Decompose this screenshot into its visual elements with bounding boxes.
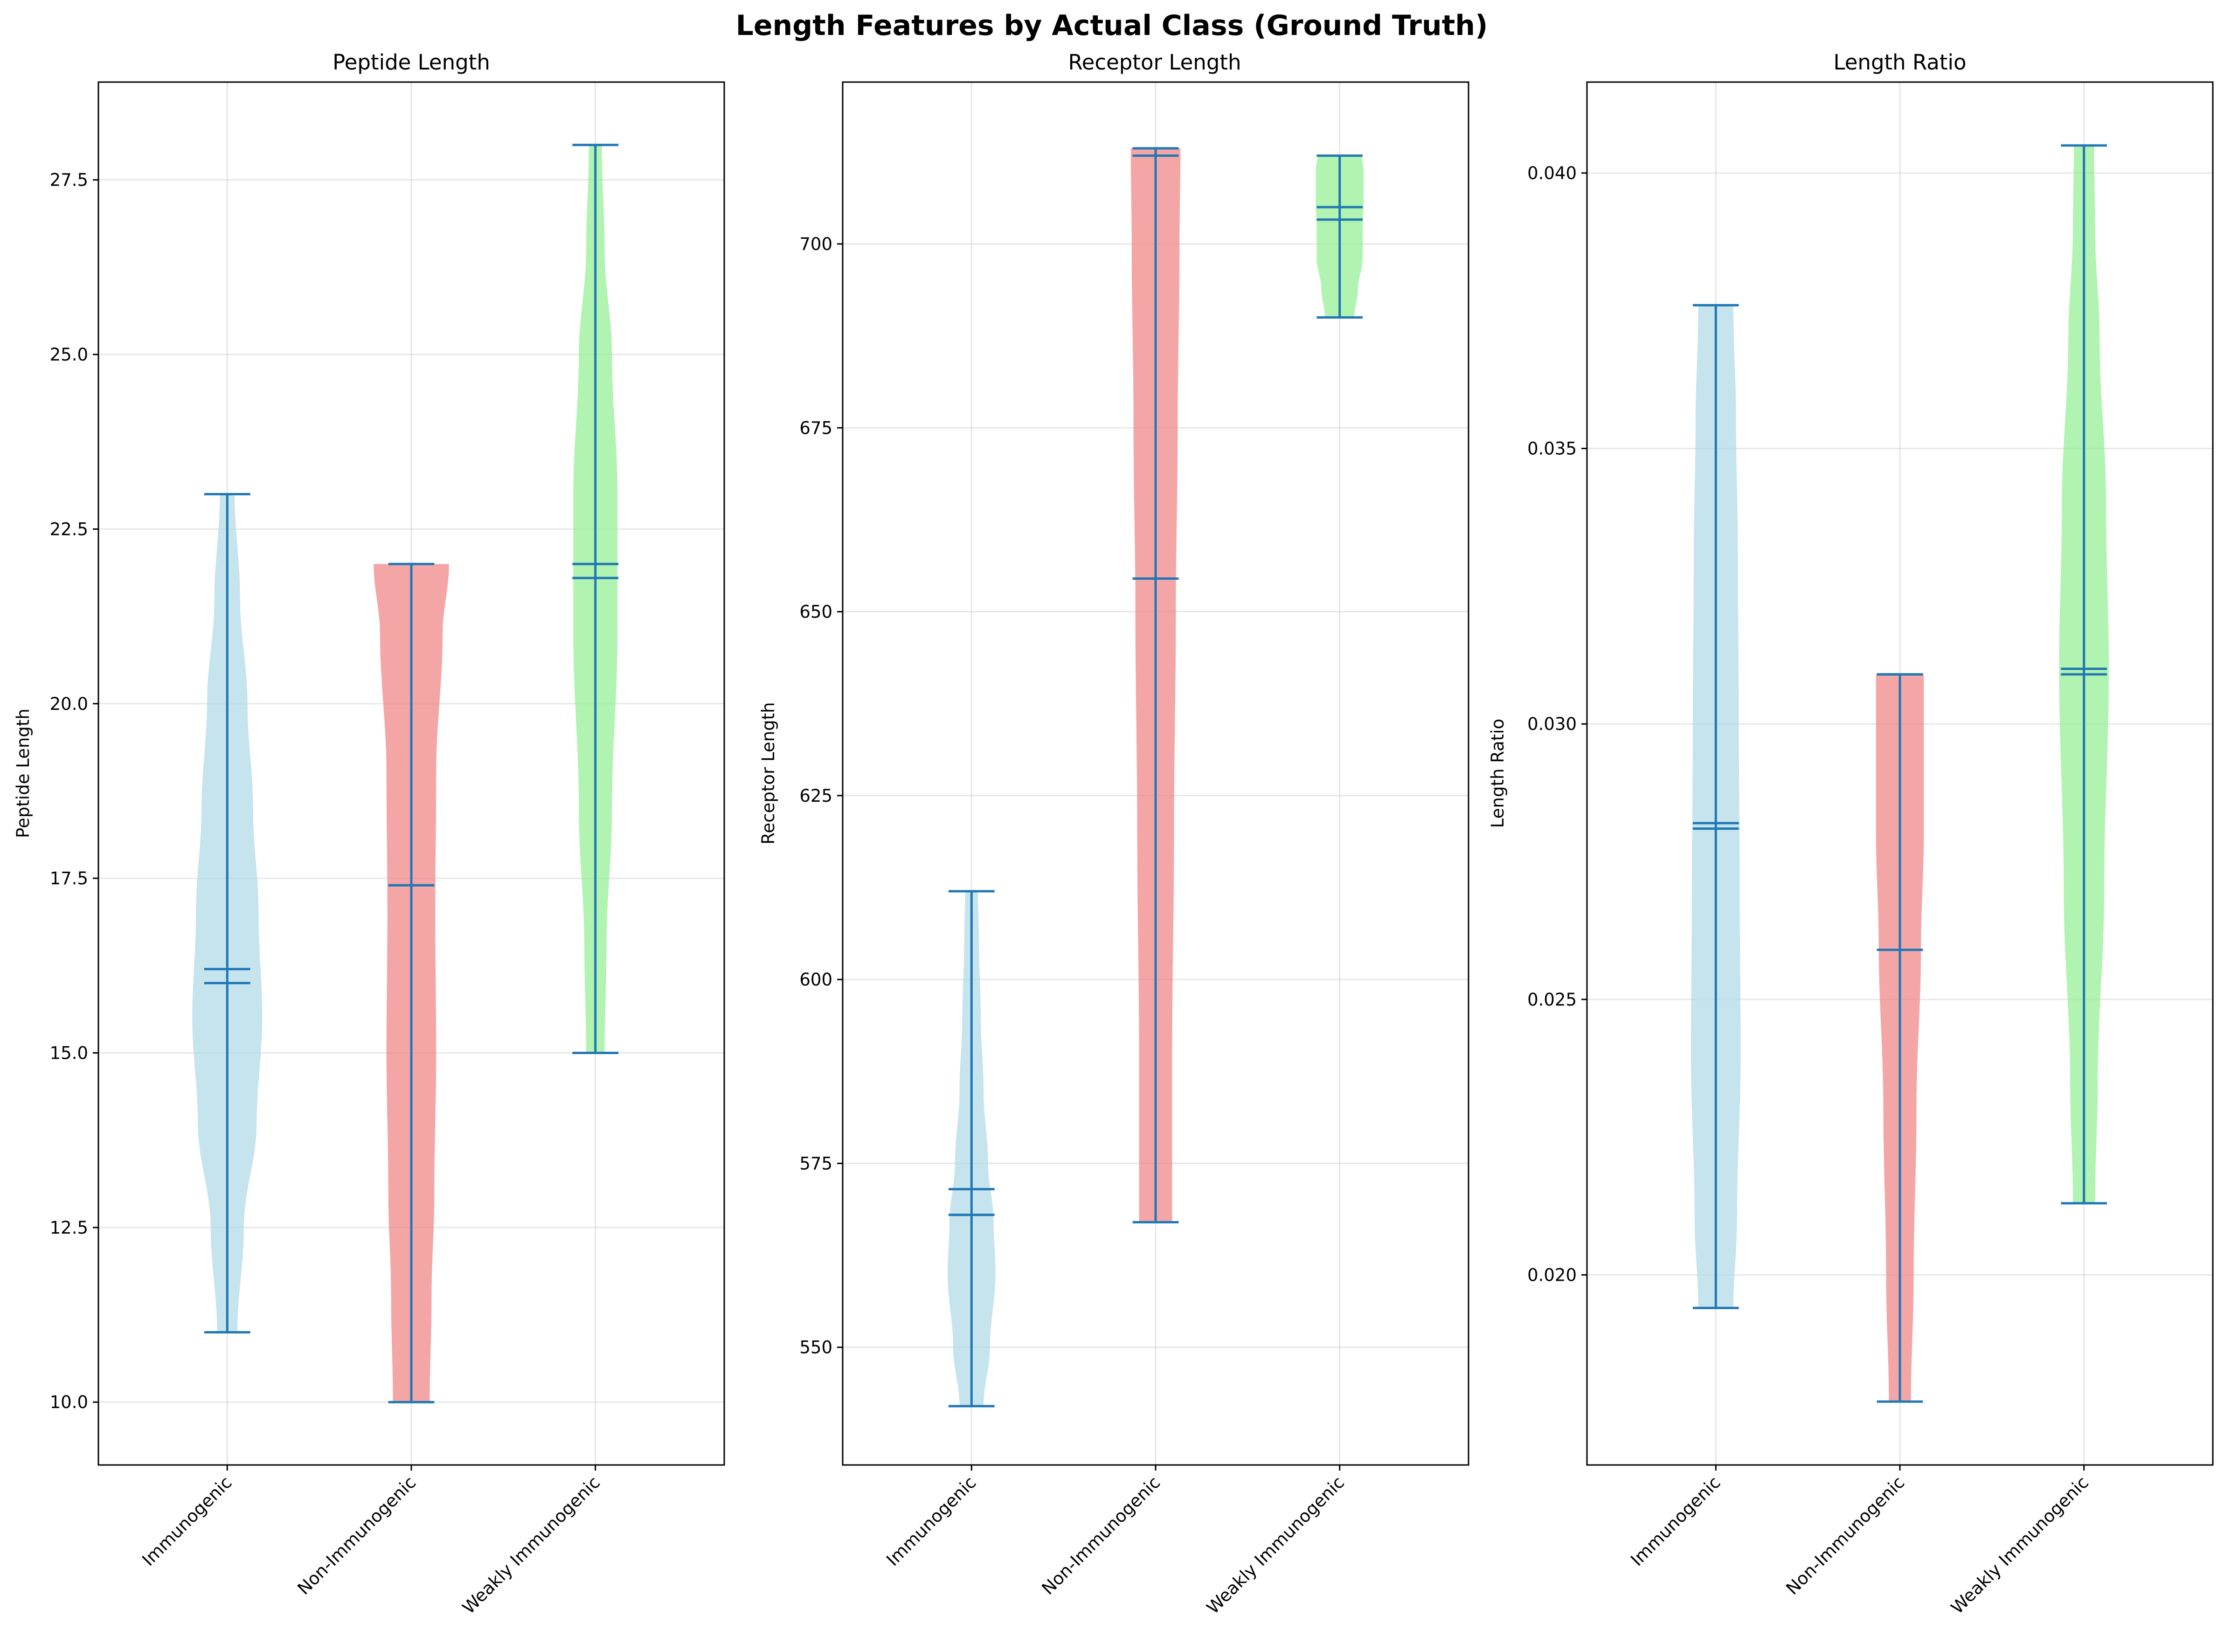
y-tick-label: 625 [799,786,832,806]
axes-frame [842,81,1469,1466]
y-tick-label: 0.040 [1527,163,1577,183]
y-tick-label: 700 [799,234,832,254]
y-tick-label: 0.030 [1527,714,1577,734]
violin-lines [1692,144,2107,1403]
x-tick-label: Non-Immunogenic [1038,1472,1164,1599]
violin-bodies [192,145,618,1402]
y-tick-label: 675 [799,418,832,438]
figure-title: Length Features by Actual Class (Ground … [736,9,1488,42]
y-tick-label: 22.5 [50,519,88,539]
y-tick-label: 17.5 [50,868,88,888]
x-tick-label: Immunogenic [882,1472,980,1570]
y-tick-label: 0.035 [1527,439,1577,459]
y-tick-label: 15.0 [50,1043,88,1063]
y-axis-ticks: 0.020 0.025 0.030 0.035 0.040 [1527,163,1587,1285]
axes-frame [97,81,725,1466]
y-tick-label: 10.0 [50,1392,88,1412]
axes-frame [1586,81,2214,1466]
y-axis-label: Peptide Length [13,708,33,838]
x-axis-ticks: Immunogenic Non-Immunogenic Weakly Immunog… [882,1465,1348,1618]
y-tick-label: 575 [799,1153,832,1173]
x-axis-ticks: Immunogenic Non-Immunogenic Weakly Immunog… [138,1465,604,1618]
y-axis-ticks: 550 575 600 625 650 675 700 [799,234,843,1358]
y-tick-label: 600 [799,970,832,990]
panel-title: Length Ratio [1833,50,1966,75]
subplot-peptide-length: Peptide Length Immunogenic Non-Immunogeni… [13,50,725,1618]
x-tick-label: Immunogenic [1627,1472,1724,1570]
x-tick-label: Non-Immunogenic [1782,1472,1909,1599]
x-tick-label: Weakly Immunogenic [1947,1472,2092,1618]
x-axis-ticks: Immunogenic Non-Immunogenic Weakly Immunog… [1627,1465,2092,1618]
y-axis-label: Length Ratio [1488,719,1508,828]
y-tick-label: 0.020 [1527,1265,1577,1285]
y-tick-label: 550 [799,1338,832,1358]
x-tick-label: Immunogenic [138,1472,236,1570]
y-axis-ticks: 10.0 12.5 15.0 17.5 20.0 22.5 25.0 27.5 [50,170,98,1412]
y-tick-label: 650 [799,602,832,622]
x-tick-label: Weakly Immunogenic [1203,1472,1348,1618]
y-tick-label: 12.5 [50,1218,88,1238]
subplot-receptor-length: Receptor Length Immunogenic Non-Immunogen… [758,50,1469,1618]
y-tick-label: 20.0 [50,694,88,714]
y-tick-label: 0.025 [1527,990,1577,1010]
panel-title: Receptor Length [1068,50,1241,75]
panel-title: Peptide Length [333,50,490,75]
y-tick-label: 25.0 [50,345,88,365]
subplot-length-ratio: Length Ratio Immunogenic Non-Immunogenic W… [1488,50,2214,1618]
x-tick-label: Non-Immunogenic [294,1472,420,1599]
violin-lines [948,147,1363,1408]
y-axis-label: Receptor Length [758,702,778,844]
violin-lines [204,144,619,1403]
y-tick-label: 27.5 [50,170,88,190]
x-tick-label: Weakly Immunogenic [458,1472,604,1618]
